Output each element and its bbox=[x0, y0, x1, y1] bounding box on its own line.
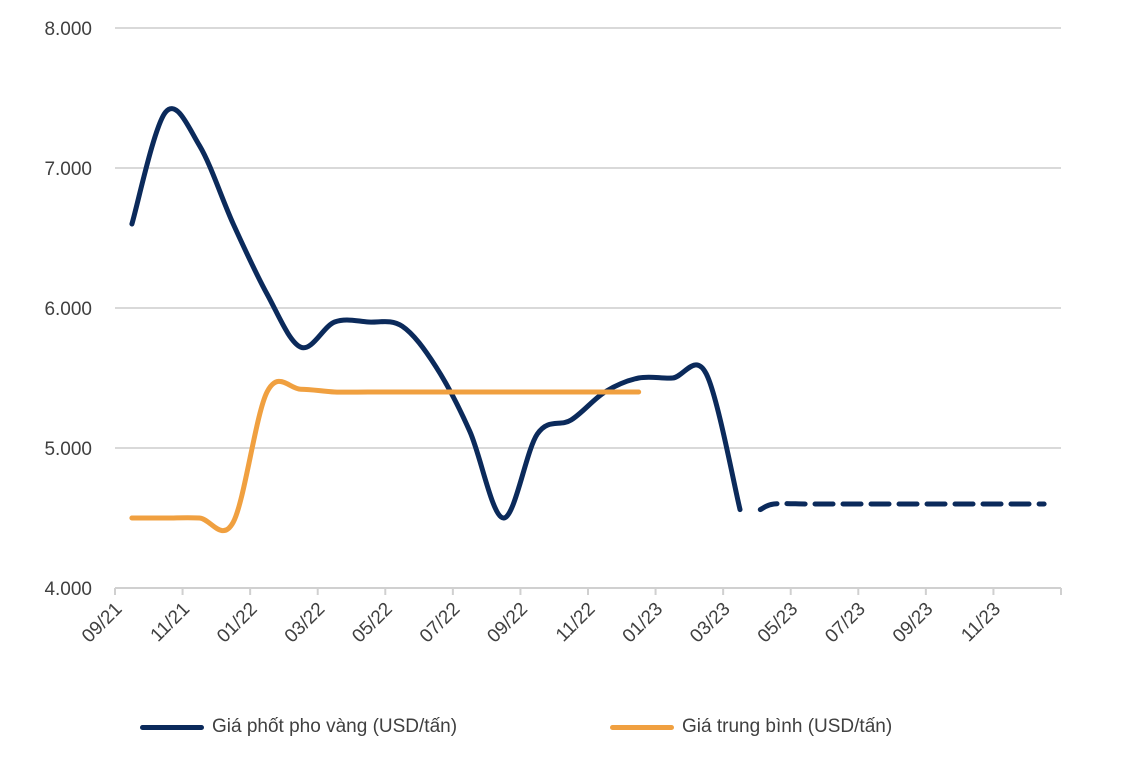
legend-swatch-navy bbox=[140, 724, 204, 730]
legend-label: Giá phốt pho vàng (USD/tấn) bbox=[212, 716, 458, 737]
y-tick-label: 5.000 bbox=[44, 439, 92, 460]
legend-item-average: Giá trung bình (USD/tấn) bbox=[610, 716, 892, 738]
series-line-0 bbox=[129, 106, 743, 521]
x-tick-label: 05/23 bbox=[754, 599, 802, 647]
y-tick-label: 8.000 bbox=[44, 19, 92, 40]
x-tick-label: 09/23 bbox=[889, 599, 937, 647]
legend-item-yellow-phosphorus: Giá phốt pho vàng (USD/tấn) bbox=[140, 716, 457, 738]
x-tick-label: 05/22 bbox=[348, 599, 396, 647]
line-chart: 4.000 5.000 6.000 7.000 8.000 09/21 11/21 01/22… bbox=[44, 19, 1062, 647]
y-tick-label: 4.000 bbox=[44, 579, 92, 600]
y-tick-label: 7.000 bbox=[44, 159, 92, 180]
series-line-1 bbox=[757, 501, 1047, 513]
x-tick-label: 07/22 bbox=[416, 599, 464, 647]
legend-swatch-orange bbox=[610, 724, 674, 730]
x-tick-label: 11/22 bbox=[552, 599, 599, 646]
x-tick-label: 11/23 bbox=[957, 599, 1004, 646]
legend-label: Giá trung bình (USD/tấn) bbox=[682, 716, 893, 737]
x-tick-label: 07/23 bbox=[821, 599, 869, 647]
x-tick-label: 01/22 bbox=[213, 599, 261, 647]
series-line-2 bbox=[129, 378, 642, 533]
x-tick-label: 01/23 bbox=[619, 599, 667, 647]
x-tick-label: 09/22 bbox=[483, 599, 531, 647]
x-tick-label: 03/23 bbox=[686, 599, 734, 647]
x-tick-label: 03/22 bbox=[281, 599, 329, 647]
x-tick-label: 09/21 bbox=[78, 599, 126, 647]
x-tick-label: 11/21 bbox=[147, 599, 194, 646]
y-tick-label: 6.000 bbox=[44, 299, 92, 320]
